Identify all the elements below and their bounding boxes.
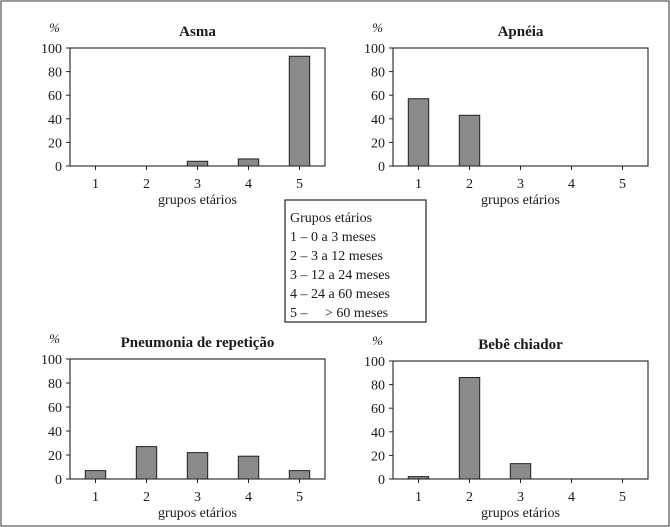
y-tick-label: 100 [41, 42, 62, 57]
x-tick-label: 1 [92, 490, 99, 505]
y-tick-label: 80 [48, 66, 62, 81]
y-tick-label: 20 [48, 449, 62, 464]
x-tick-label: 2 [466, 490, 473, 505]
bar [288, 55, 311, 167]
y-tick-label: 0 [55, 160, 62, 175]
x-axis-label: grupos etários [158, 193, 237, 208]
x-tick-label: 2 [466, 177, 473, 192]
y-tick-label: 80 [371, 379, 385, 394]
legend-item-1: 1 – 0 a 3 meses [290, 230, 376, 245]
y-axis-label: % [49, 20, 60, 35]
y-tick-label: 20 [371, 449, 385, 464]
bar [407, 98, 430, 167]
bar [237, 455, 260, 480]
y-tick-label: 60 [48, 89, 62, 104]
y-tick-label: 100 [41, 353, 62, 368]
bar [407, 476, 430, 480]
legend-item-3: 3 – 12 a 24 meses [290, 268, 390, 283]
bar [458, 114, 481, 167]
y-tick-label: 100 [364, 42, 385, 57]
chart-title: Asma [179, 24, 216, 40]
y-axis-label: % [49, 331, 60, 346]
x-tick-label: 1 [92, 177, 99, 192]
x-tick-label: 1 [415, 177, 422, 192]
legend: Grupos etários 1 – 0 a 3 meses 2 – 3 a 1… [284, 199, 427, 323]
legend-item-2: 2 – 3 a 12 meses [290, 249, 383, 264]
y-tick-label: 40 [371, 426, 385, 441]
bar [186, 160, 209, 167]
bar [186, 452, 209, 480]
y-tick-label: 60 [371, 89, 385, 104]
y-tick-label: 60 [48, 401, 62, 416]
bar [135, 446, 158, 480]
x-axis-label: grupos etários [158, 506, 237, 521]
y-tick-label: 80 [371, 66, 385, 81]
legend-box [284, 199, 427, 323]
x-axis-label: grupos etários [481, 506, 560, 521]
bar [237, 158, 260, 167]
x-tick-label: 4 [568, 177, 575, 192]
chart-panel-bebe-chiador: % Bebê chiador 0 20 40 60 80 100 1 2 3 4 5 grupos etá… [364, 333, 649, 521]
y-axis-label: % [372, 20, 383, 35]
y-tick-label: 20 [48, 136, 62, 151]
x-tick-label: 4 [568, 490, 575, 505]
y-tick-label: 0 [378, 473, 385, 488]
x-tick-label: 3 [517, 490, 524, 505]
chart-title: Pneumonia de repetição [121, 335, 275, 351]
x-tick-label: 3 [517, 177, 524, 192]
x-tick-label: 5 [619, 490, 626, 505]
y-tick-label: 0 [378, 160, 385, 175]
legend-item-5: 5 – > 60 meses [290, 306, 388, 321]
x-tick-label: 5 [296, 490, 303, 505]
bar [84, 470, 107, 480]
legend-title: Grupos etários [290, 211, 372, 226]
x-tick-label: 5 [296, 177, 303, 192]
x-tick-label: 5 [619, 177, 626, 192]
y-tick-label: 20 [371, 136, 385, 151]
x-tick-label: 4 [245, 490, 252, 505]
bar [509, 463, 532, 480]
chart-panel-apneia: % Apnéia 0 20 40 60 80 100 1 2 3 4 5 grupos etários [364, 20, 649, 208]
x-tick-label: 2 [143, 490, 150, 505]
y-tick-label: 60 [371, 402, 385, 417]
y-axis-label: % [372, 333, 383, 348]
y-tick-label: 40 [371, 113, 385, 128]
x-tick-label: 1 [415, 490, 422, 505]
bar [458, 377, 481, 480]
y-tick-label: 40 [48, 425, 62, 440]
x-tick-label: 3 [194, 490, 201, 505]
y-tick-label: 40 [48, 113, 62, 128]
legend-item-4: 4 – 24 a 60 meses [290, 287, 390, 302]
x-axis-label: grupos etários [481, 193, 560, 208]
y-tick-label: 80 [48, 377, 62, 392]
bar [288, 470, 311, 480]
chart-title: Apnéia [498, 24, 544, 40]
chart-title: Bebê chiador [478, 337, 563, 353]
y-tick-label: 0 [55, 473, 62, 488]
x-tick-label: 3 [194, 177, 201, 192]
x-tick-label: 2 [143, 177, 150, 192]
chart-panel-asma: % Asma 0 20 40 60 80 100 1 2 3 4 5 grupos etários [41, 20, 326, 208]
x-tick-label: 4 [245, 177, 252, 192]
y-tick-label: 100 [364, 355, 385, 370]
chart-panel-pneumonia: % Pneumonia de repetição 0 20 40 60 80 100 1 2 3 4 5… [41, 331, 326, 521]
